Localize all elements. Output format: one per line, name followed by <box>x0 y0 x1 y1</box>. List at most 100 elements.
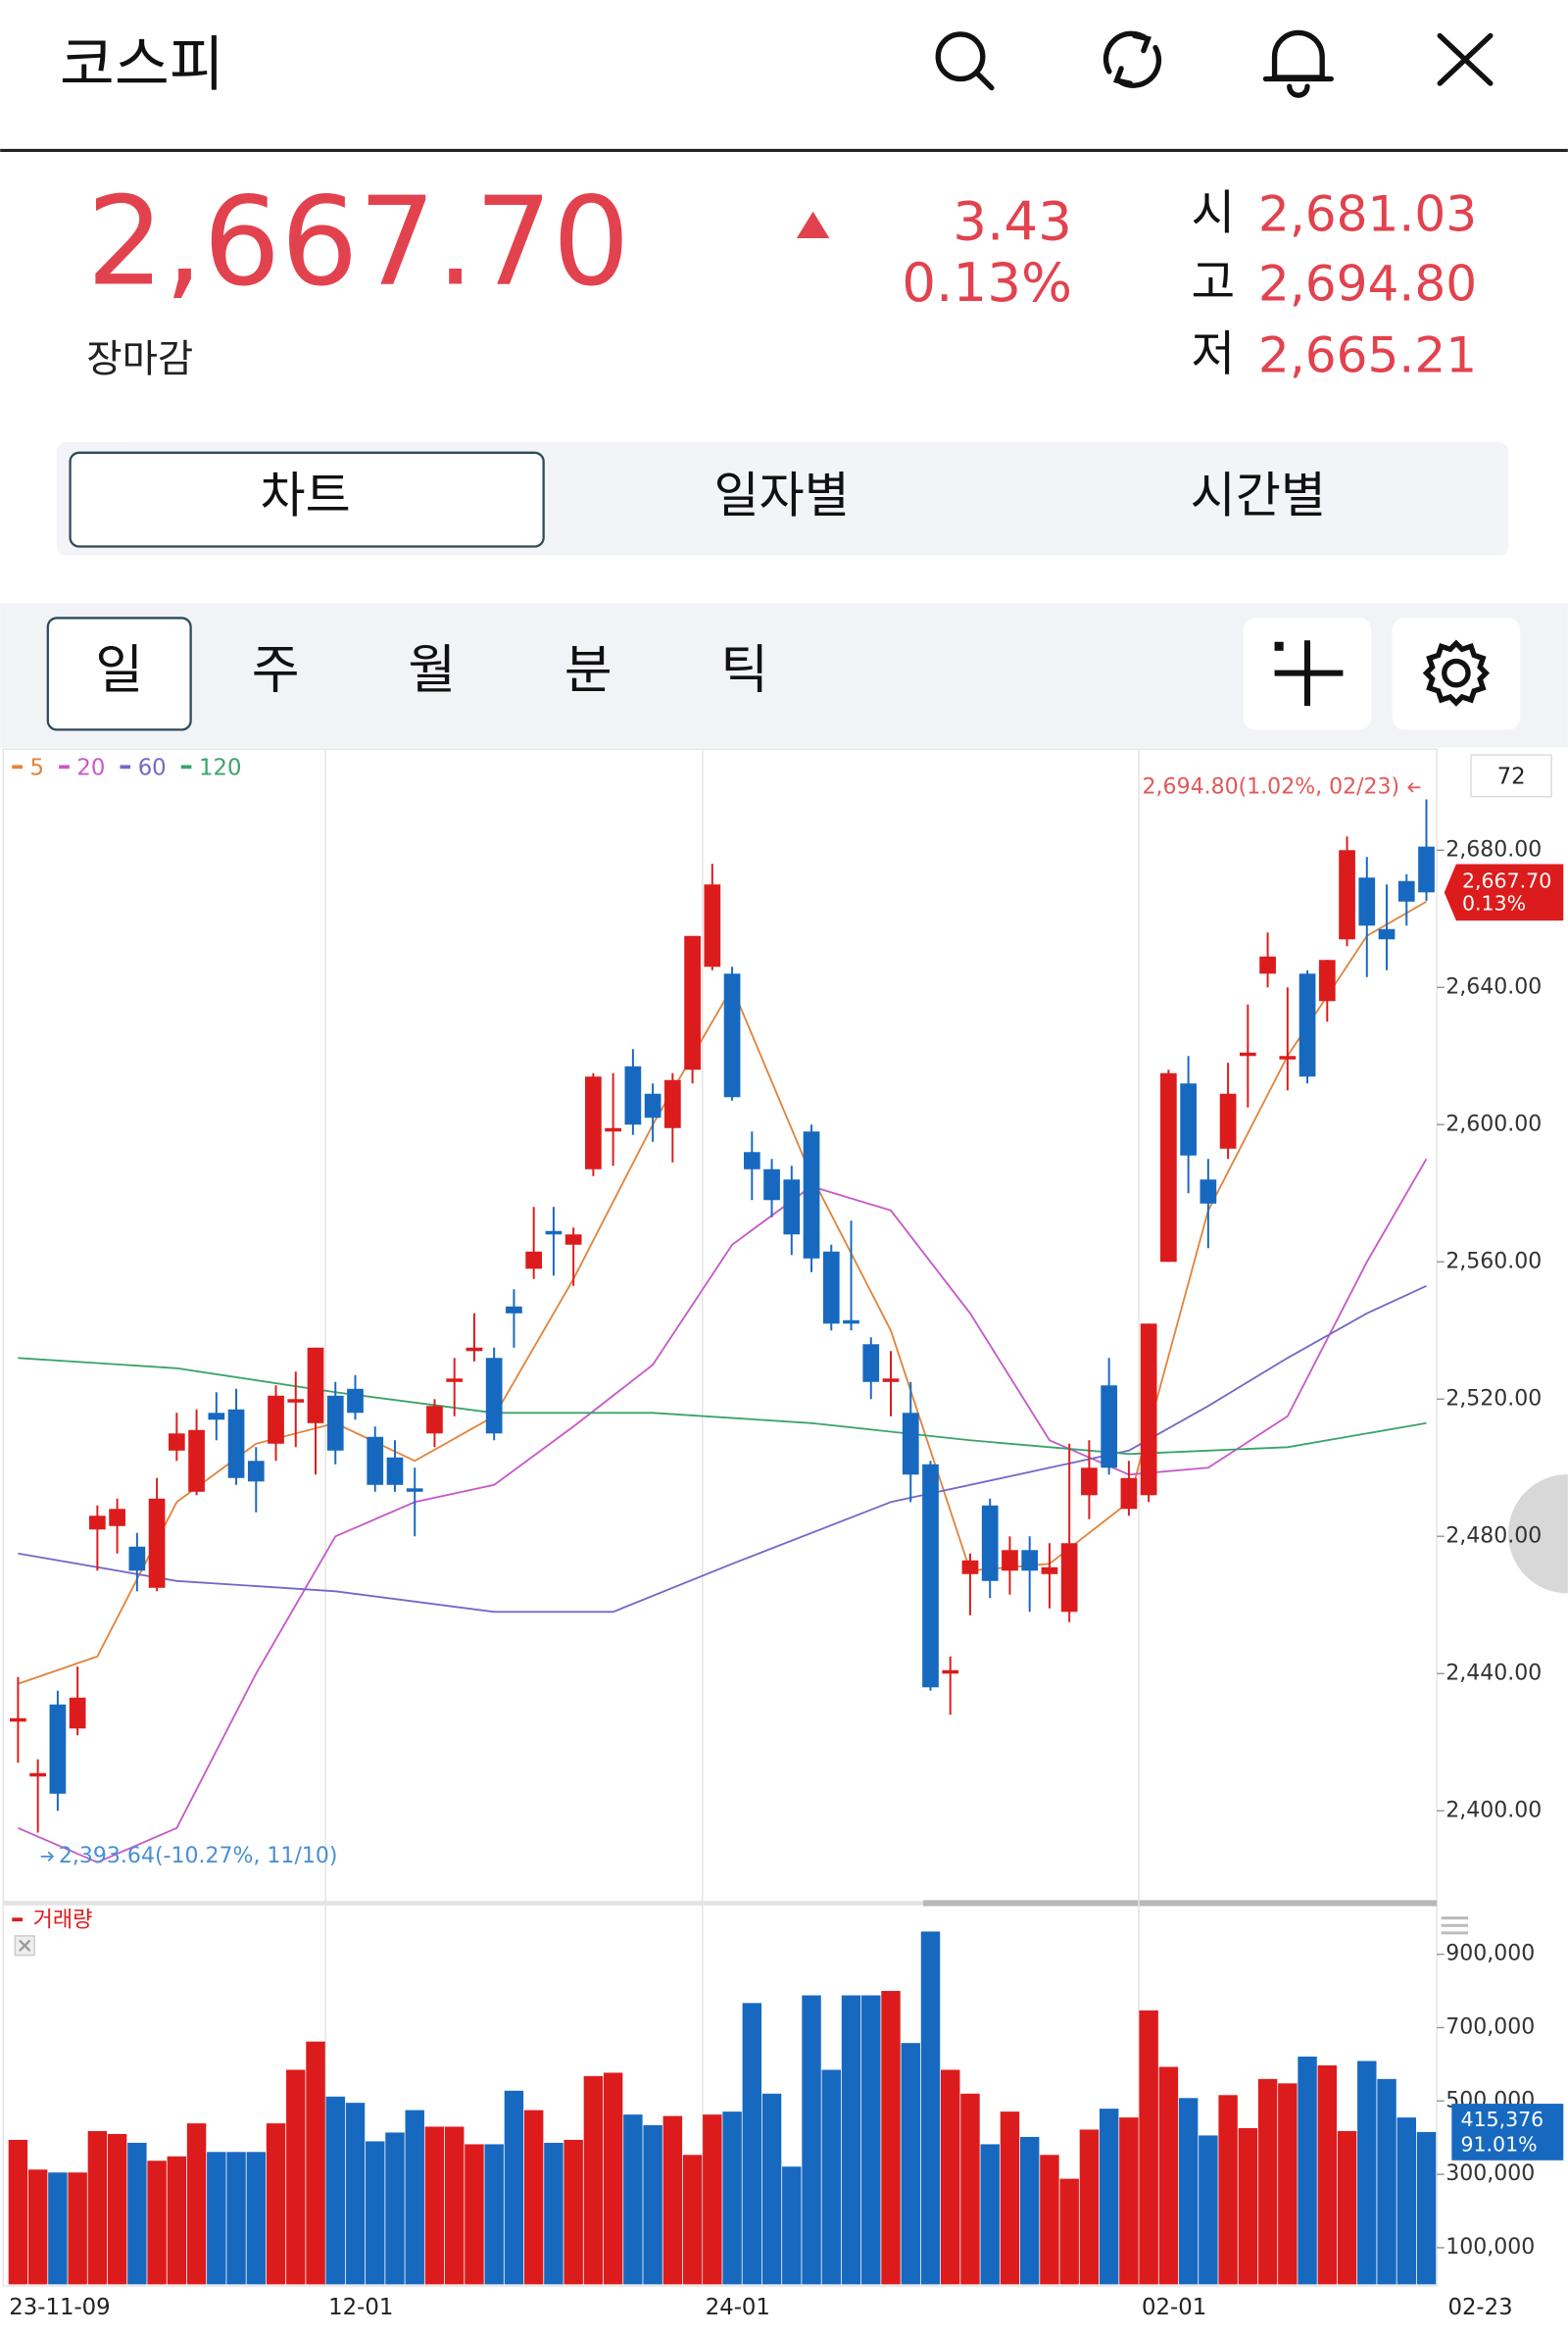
candle-body <box>1021 1550 1039 1571</box>
legend-label: 120 <box>199 755 241 780</box>
low-label: 저 <box>1191 327 1235 382</box>
search-icon[interactable] <box>935 31 995 91</box>
tab-selected[interactable] <box>69 451 545 548</box>
volume-bar <box>841 1995 861 2285</box>
volume-bar <box>366 2141 385 2285</box>
candle-body <box>843 1319 859 1324</box>
volume-bar <box>682 2155 703 2285</box>
period[interactable]: 월 <box>408 639 456 700</box>
candle-body <box>10 1717 26 1722</box>
y-tick-label: 2,480.00 <box>1446 1523 1542 1548</box>
candle-body <box>743 1152 760 1169</box>
refresh-icon[interactable] <box>1102 30 1162 88</box>
crosshair-icon <box>1274 640 1344 707</box>
candle-body <box>545 1230 563 1235</box>
volume-bar <box>761 2093 782 2285</box>
close-icon[interactable] <box>1437 32 1494 86</box>
period-selected[interactable] <box>46 617 192 731</box>
last-volume-ratio: 91.01% <box>1460 2133 1537 2157</box>
candle-body <box>1339 850 1355 940</box>
volume-bar <box>821 2069 842 2285</box>
candle-body <box>1180 1083 1197 1156</box>
candle-body <box>69 1697 86 1729</box>
pane-handle[interactable] <box>1441 1916 1469 1935</box>
high-value: 2,694.80 <box>1258 255 1477 313</box>
period[interactable]: 분 <box>564 639 612 700</box>
candle-body <box>1239 1052 1256 1057</box>
volume-bar <box>1357 2061 1377 2285</box>
volume-bar <box>424 2126 445 2285</box>
period[interactable]: 일 <box>95 639 143 700</box>
candle-body <box>1101 1385 1118 1468</box>
volume-bar <box>48 2172 68 2285</box>
volume-bar <box>901 2043 920 2285</box>
volume-bar <box>246 2152 267 2285</box>
candle-body <box>525 1251 543 1269</box>
open-value: 2,681.03 <box>1258 184 1477 242</box>
volume-bar <box>405 2110 424 2285</box>
tab[interactable]: 차트 <box>260 466 350 523</box>
bell-icon[interactable] <box>1262 29 1334 98</box>
candle-body <box>564 1234 582 1245</box>
y-tick-label: 2,440.00 <box>1446 1661 1542 1685</box>
x-tick-label: 24-01 <box>706 2295 770 2320</box>
tab[interactable]: 일자별 <box>714 466 850 523</box>
candle-body <box>684 935 701 1070</box>
candle-body <box>485 1358 503 1434</box>
x-tick-label: 12-01 <box>328 2295 393 2320</box>
candle-body <box>128 1546 146 1571</box>
candle-body <box>1140 1323 1157 1496</box>
candle-body <box>148 1498 166 1588</box>
candle-body <box>783 1179 801 1235</box>
y-tick-label: 2,520.00 <box>1446 1386 1542 1411</box>
tab[interactable]: 시간별 <box>1191 466 1326 523</box>
volume-bar <box>920 1931 941 2285</box>
candle-body <box>922 1464 939 1688</box>
candle-body <box>446 1378 464 1382</box>
candle-body <box>1060 1543 1078 1613</box>
candle-body <box>49 1704 67 1794</box>
settings-button[interactable] <box>1392 618 1521 730</box>
volume-bar <box>1396 2117 1416 2285</box>
annotation-arrow <box>1406 782 1421 793</box>
period[interactable]: 주 <box>252 639 300 700</box>
plot-frame <box>2 748 1438 2287</box>
candle-body <box>1378 928 1396 940</box>
volume-bar <box>1337 2130 1357 2285</box>
volume-bar <box>881 1991 901 2285</box>
moving-average-line <box>18 1284 1427 1614</box>
candle-body <box>466 1347 483 1352</box>
candle-body <box>942 1669 959 1674</box>
market-status: 장마감 <box>86 337 193 382</box>
candle-body <box>663 1079 681 1128</box>
candle-body <box>1418 846 1435 893</box>
volume-bar <box>662 2115 683 2285</box>
volume-bar <box>107 2133 127 2285</box>
volume-bar <box>802 1995 821 2285</box>
candle-body <box>386 1457 404 1485</box>
candle-body <box>1002 1550 1018 1571</box>
volume-bar <box>703 2114 722 2285</box>
last-volume-tag <box>1451 2104 1564 2161</box>
volume-bar <box>1298 2057 1317 2285</box>
settings-icon <box>1422 639 1491 707</box>
last-price-label: 2,667.70 <box>1462 869 1551 893</box>
period[interactable]: 틱 <box>720 639 768 700</box>
candle-body <box>367 1436 384 1485</box>
volume-bar <box>742 2003 762 2285</box>
candle-body <box>268 1395 284 1444</box>
close-volume-icon <box>19 1939 31 1952</box>
volume-bar <box>325 2096 345 2285</box>
volume-bar <box>564 2139 583 2285</box>
low-value: 2,665.21 <box>1258 326 1477 384</box>
volume-bar <box>1119 2117 1139 2285</box>
volume-bar <box>1278 2083 1298 2285</box>
volume-bar <box>1317 2064 1338 2285</box>
volume-bar <box>286 2069 306 2285</box>
volume-bar <box>643 2124 662 2285</box>
side-handle[interactable] <box>1508 1473 1568 1594</box>
low-annotation: 2,393.64(-10.27%, 11/10) <box>59 1844 338 1868</box>
candle-body <box>1397 880 1415 902</box>
candle-body <box>803 1131 820 1259</box>
